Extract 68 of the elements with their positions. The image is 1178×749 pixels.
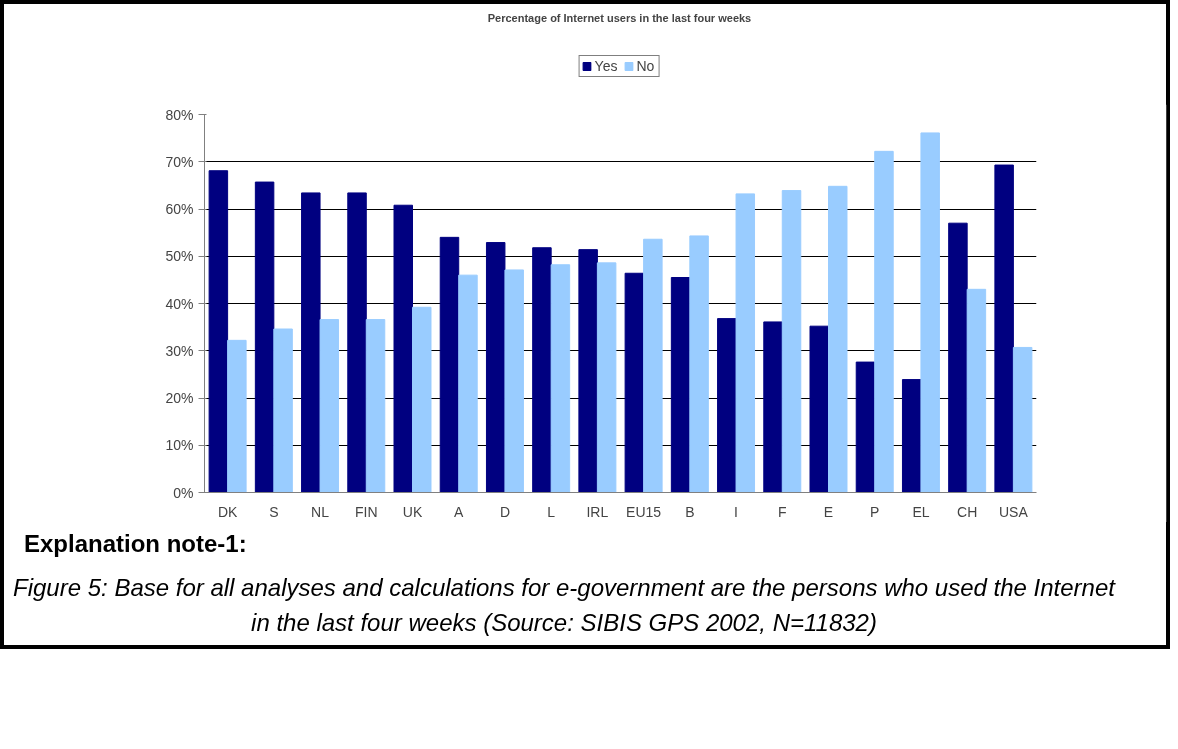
- bar: [319, 319, 340, 493]
- x-tick-label: USA: [999, 503, 1029, 520]
- y-tick-label: 0%: [173, 484, 194, 501]
- bar: [920, 132, 940, 493]
- legend-label: Yes: [594, 58, 618, 74]
- chart-title: Percentage of Internet users in the last four weeks: [487, 11, 752, 24]
- y-tick-label: 50%: [165, 248, 194, 265]
- bar: [689, 235, 709, 493]
- y-tick-label: 60%: [165, 201, 194, 217]
- x-tick-label: E: [823, 503, 834, 520]
- y-tick-label: 80%: [165, 106, 194, 123]
- text: Explanation note-1:: [24, 529, 247, 559]
- x-tick-label: B: [685, 503, 695, 520]
- bar: [874, 150, 894, 493]
- bar: [273, 328, 293, 493]
- bar: [532, 247, 552, 493]
- x-tick-label: FIN: [355, 503, 378, 520]
- bar: [458, 274, 478, 493]
- bar: [670, 277, 691, 493]
- y-tick-label: 70%: [165, 153, 194, 170]
- bar: [596, 262, 617, 493]
- x-tick-label: UK: [402, 503, 423, 520]
- x-tick-label: NL: [311, 503, 330, 520]
- bar: [735, 193, 756, 493]
- y-tick-label: 20%: [165, 390, 194, 406]
- x-tick-label: L: [547, 503, 556, 520]
- bar: [966, 288, 987, 493]
- x-tick-label: S: [269, 503, 279, 520]
- bar: [994, 164, 1014, 493]
- x-tick-label: F: [778, 503, 787, 520]
- bar: [948, 222, 968, 493]
- bar: [412, 306, 432, 493]
- bar: [347, 192, 367, 493]
- x-tick-label: A: [454, 503, 465, 520]
- x-tick-label: CH: [957, 503, 978, 520]
- bar: [1012, 346, 1033, 493]
- bar: [504, 269, 524, 493]
- bar: [901, 379, 922, 493]
- bar: [439, 236, 460, 493]
- caption: Figure 5: Base for all analyses and calculations for e-government are the persons who used the Internet in the last four weeks (Source: SIBIS GPS 2002, N=11832): [12, 573, 1117, 638]
- x-tick-label: EU15: [626, 503, 662, 520]
- bar: [578, 249, 598, 493]
- bar: [781, 190, 802, 493]
- bar: [763, 321, 783, 493]
- bar: [301, 192, 321, 493]
- bar: [809, 325, 829, 493]
- bar: [227, 339, 247, 493]
- bar: [828, 185, 848, 493]
- x-tick-label: DK: [217, 503, 238, 520]
- bar: [365, 319, 386, 493]
- legend-label: No: [636, 58, 656, 74]
- y-tick-label: 40%: [165, 295, 194, 312]
- bar: [643, 238, 663, 493]
- y-tick-label: 30%: [165, 342, 194, 359]
- bar: [550, 264, 571, 493]
- bar: [393, 204, 413, 493]
- y-tick-label: 10%: [165, 437, 194, 454]
- bar: [855, 361, 876, 493]
- x-tick-label: D: [499, 503, 511, 520]
- bar: [717, 318, 737, 493]
- x-tick-label: P: [870, 503, 880, 520]
- bar: [485, 242, 506, 493]
- x-tick-label: I: [734, 503, 738, 520]
- x-tick-label: EL: [912, 503, 930, 520]
- bar: [254, 181, 275, 493]
- x-tick-label: IRL: [586, 503, 609, 520]
- bar: [624, 272, 645, 493]
- bar: [208, 170, 229, 493]
